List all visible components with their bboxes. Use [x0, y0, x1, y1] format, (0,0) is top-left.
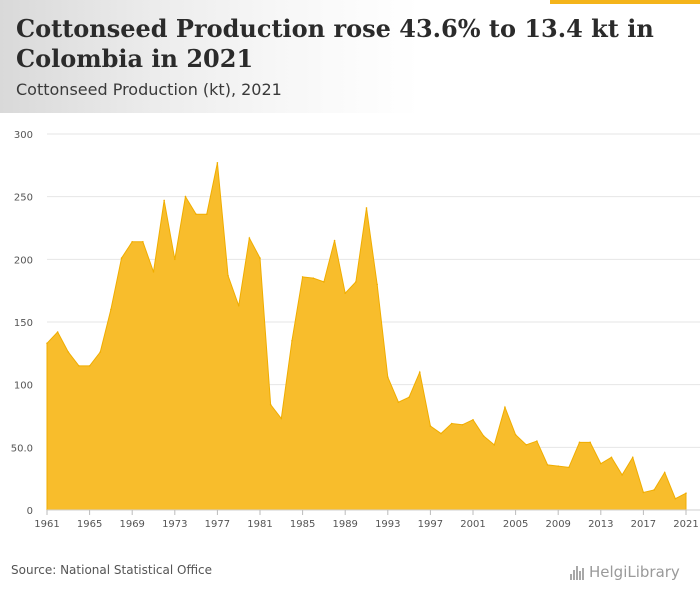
data-point [216, 162, 219, 164]
area-chart: 0 50.0 100 150 200 250 300 1961 1965 1969 1973 1977… [11, 130, 700, 530]
data-point [269, 403, 272, 406]
data-point [461, 423, 464, 426]
data-point [621, 474, 623, 476]
x-tick-label: 1989 [332, 519, 357, 530]
data-point [227, 274, 229, 277]
data-point [482, 435, 485, 437]
y-tick-label: 100 [14, 381, 33, 392]
data-point [259, 257, 261, 259]
data-point [195, 213, 197, 216]
data-point [631, 456, 634, 459]
accent-bar [550, 0, 700, 4]
x-tick-label: 2009 [545, 519, 570, 530]
data-point [67, 351, 70, 353]
data-point [78, 365, 80, 367]
data-point [653, 489, 655, 491]
x-tick-label: 2013 [588, 519, 613, 530]
data-point [525, 444, 528, 446]
data-point [504, 406, 506, 409]
data-point [642, 491, 645, 494]
data-point [301, 276, 304, 278]
data-point [248, 237, 251, 239]
y-tick-label: 200 [14, 255, 33, 266]
x-tick-label: 2017 [631, 519, 656, 530]
data-point [610, 456, 613, 459]
data-point [142, 240, 144, 243]
data-point [472, 418, 474, 421]
data-point [237, 304, 240, 307]
data-point [493, 444, 496, 446]
data-point [578, 441, 581, 444]
x-tick-label: 1977 [205, 519, 230, 530]
x-tick-label: 1997 [418, 519, 443, 530]
data-point [440, 432, 442, 435]
x-tick-label: 2005 [503, 519, 528, 530]
data-point [589, 441, 591, 444]
data-point [408, 396, 410, 399]
data-point [163, 199, 165, 202]
y-tick-label: 300 [14, 130, 33, 141]
data-point [333, 239, 336, 242]
data-point [99, 351, 102, 353]
page-title: Cottonseed Production rose 43.6% to 13.4… [16, 14, 654, 73]
data-point [600, 462, 602, 465]
data-point [557, 465, 559, 467]
x-tick-label: 2021 [673, 519, 698, 530]
data-point [344, 292, 347, 294]
brand-icon [570, 565, 585, 580]
x-tick-label: 1969 [119, 519, 144, 530]
data-point [685, 492, 687, 495]
brand-logo: HelgiLibrary [570, 563, 680, 581]
header: Cottonseed Production rose 43.6% to 13.4… [0, 0, 700, 113]
data-point [291, 340, 293, 342]
data-point [205, 213, 208, 216]
data-point [174, 258, 176, 261]
brand-name: HelgiLibrary [589, 563, 680, 581]
data-point [312, 277, 315, 279]
data-point [355, 281, 357, 283]
x-tick-label: 1985 [290, 519, 315, 530]
series-area [46, 162, 687, 511]
data-point [46, 342, 48, 345]
data-point [674, 497, 677, 500]
data-point [88, 365, 91, 367]
axes: 0 50.0 100 150 200 250 300 1961 1965 1969 1973 1977… [11, 130, 700, 530]
data-point [514, 434, 517, 436]
x-tick-label: 1981 [247, 519, 272, 530]
area-series [46, 162, 687, 511]
data-point [387, 376, 389, 378]
data-point [184, 195, 187, 198]
x-tick-label: 1973 [162, 519, 187, 530]
data-point [56, 331, 59, 333]
data-point [152, 271, 155, 273]
chart-subtitle: Cottonseed Production (kt), 2021 [16, 80, 282, 99]
x-tick-label: 1965 [77, 519, 102, 530]
y-tick-label: 250 [14, 193, 33, 204]
data-point [568, 466, 570, 469]
data-point [323, 281, 325, 283]
data-point [450, 422, 453, 425]
data-point [376, 283, 378, 286]
data-point [663, 471, 666, 474]
x-tick-label: 1993 [375, 519, 400, 530]
data-point [546, 464, 549, 466]
data-point [418, 371, 421, 373]
data-point [280, 417, 283, 420]
data-point [131, 240, 133, 243]
data-point [120, 257, 123, 259]
data-point [110, 308, 112, 311]
source-note: Source: National Statistical Office [11, 563, 213, 577]
x-tick-label: 2001 [460, 519, 485, 530]
data-point [397, 401, 400, 404]
data-point [536, 440, 538, 442]
x-tick-label: 1961 [34, 519, 59, 530]
y-tick-label: 150 [14, 318, 33, 329]
y-tick-label: 50.0 [11, 443, 33, 454]
y-tick-label: 0 [27, 506, 33, 517]
data-point [429, 425, 432, 427]
data-point [365, 207, 368, 209]
